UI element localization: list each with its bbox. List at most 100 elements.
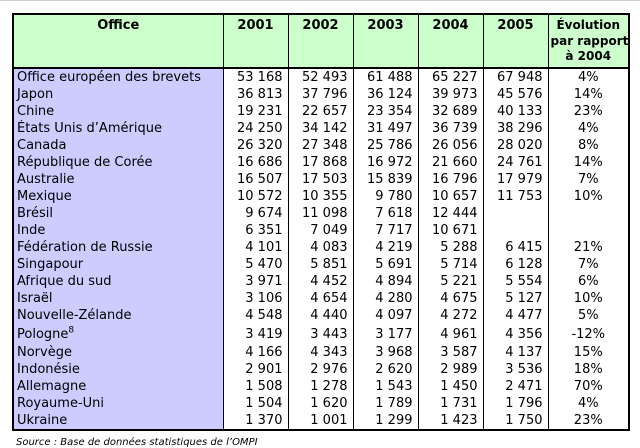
office-name-cell: Chine	[12, 103, 224, 120]
year-value-cell: 39 973	[417, 86, 484, 103]
offices-table: Office 2001 2002 2003 2004 2005 Évolutio…	[12, 13, 630, 431]
year-value-cell: 5 127	[482, 290, 549, 307]
table-row: Royaume-Uni 1 504 1 620 1 789 1 731 1 796 4%	[12, 395, 630, 412]
office-name-cell: Japon	[12, 86, 224, 103]
year-value-cell: 4 440	[287, 307, 354, 324]
year-value-cell: 4 280	[352, 290, 419, 307]
office-name-cell: Inde	[12, 222, 224, 239]
evolution-value-cell: 70%	[547, 378, 630, 395]
year-value-cell: 4 219	[352, 239, 419, 256]
office-name-cell: Mexique	[12, 188, 224, 205]
year-value-cell: 2 976	[287, 361, 354, 378]
table-row: Nouvelle-Zélande 4 548 4 440 4 097 4 272 4 47…	[12, 307, 630, 324]
year-value-cell: 3 177	[352, 324, 419, 344]
footnote-marker: 8	[68, 325, 75, 336]
evolution-value-cell: 5%	[547, 307, 630, 324]
year-value-cell: 17 979	[482, 171, 549, 188]
evolution-value-cell: 23%	[547, 412, 630, 430]
office-name-cell: Brésil	[12, 205, 224, 222]
year-value-cell: 4 477	[482, 307, 549, 324]
year-value-cell: 1 731	[417, 395, 484, 412]
year-value-cell: 3 587	[417, 344, 484, 361]
year-value-cell: 38 296	[482, 120, 549, 137]
evolution-value-cell: 4%	[547, 120, 630, 137]
year-value-cell: 11 098	[287, 205, 354, 222]
table-row: Ukraine 1 370 1 001 1 299 1 423 1 750 23%	[12, 412, 630, 430]
year-value-cell: 17 868	[287, 154, 354, 171]
year-value-cell: 4 654	[287, 290, 354, 307]
evolution-value-cell: 14%	[547, 86, 630, 103]
office-name-cell: Pologne8	[12, 324, 224, 344]
evolution-header-line3: à 2004	[565, 49, 612, 64]
year-value-cell: 40 133	[482, 103, 549, 120]
office-name-cell: Israël	[12, 290, 224, 307]
year-value-cell: 36 124	[352, 86, 419, 103]
year-value-cell: 12 444	[417, 205, 484, 222]
table-row: Inde 6 351 7 049 7 717 10 671	[12, 222, 630, 239]
year-value-cell: 27 348	[287, 137, 354, 154]
office-name-cell: Indonésie	[12, 361, 224, 378]
year-value-cell: 6 351	[222, 222, 289, 239]
evolution-value-cell: 23%	[547, 103, 630, 120]
year-value-cell: 32 689	[417, 103, 484, 120]
year-value-cell: 10 671	[417, 222, 484, 239]
office-name-cell: République de Corée	[12, 154, 224, 171]
evolution-value-cell: 21%	[547, 239, 630, 256]
evolution-value-cell: 10%	[547, 290, 630, 307]
year-value-cell: 53 168	[222, 68, 289, 86]
evolution-value-cell: 14%	[547, 154, 630, 171]
year-value-cell: 21 660	[417, 154, 484, 171]
evolution-value-cell: 6%	[547, 273, 630, 290]
year-value-cell: 17 503	[287, 171, 354, 188]
year-value-cell: 26 056	[417, 137, 484, 154]
year-value-cell: 3 419	[222, 324, 289, 344]
year-value-cell: 10 572	[222, 188, 289, 205]
table-row: Norvège 4 166 4 343 3 968 3 587 4 137 15%	[12, 344, 630, 361]
year-value-cell: 4 166	[222, 344, 289, 361]
table-row: Indonésie 2 901 2 976 2 620 2 989 3 536 18%	[12, 361, 630, 378]
year-value-cell: 16 796	[417, 171, 484, 188]
office-name-cell: États Unis d’Amérique	[12, 120, 224, 137]
year-value-cell: 19 231	[222, 103, 289, 120]
year-value-cell: 1 278	[287, 378, 354, 395]
year-value-cell: 4 097	[352, 307, 419, 324]
evolution-value-cell: 4%	[547, 68, 630, 86]
year-value-cell	[482, 205, 549, 222]
year-value-cell: 4 137	[482, 344, 549, 361]
year-value-cell: 4 101	[222, 239, 289, 256]
evolution-value-cell: 18%	[547, 361, 630, 378]
year-value-cell: 1 423	[417, 412, 484, 430]
year-value-cell: 36 739	[417, 120, 484, 137]
year-value-cell: 4 961	[417, 324, 484, 344]
year-value-cell: 22 657	[287, 103, 354, 120]
year-value-cell: 1 299	[352, 412, 419, 430]
year-value-cell: 7 717	[352, 222, 419, 239]
table-row: Australie 16 507 17 503 15 839 16 796 17 979 7…	[12, 171, 630, 188]
year-value-cell: 7 618	[352, 205, 419, 222]
table-row: Mexique 10 572 10 355 9 780 10 657 11 753 10%	[12, 188, 630, 205]
year-value-cell: 3 106	[222, 290, 289, 307]
column-header-2001: 2001	[222, 13, 289, 69]
year-value-cell: 5 851	[287, 256, 354, 273]
year-value-cell: 3 968	[352, 344, 419, 361]
year-value-cell: 4 356	[482, 324, 549, 344]
table-row: Allemagne 1 508 1 278 1 543 1 450 2 471 70%	[12, 378, 630, 395]
year-value-cell: 24 761	[482, 154, 549, 171]
evolution-value-cell	[547, 222, 630, 239]
year-value-cell: 4 452	[287, 273, 354, 290]
office-name-cell: Norvège	[12, 344, 224, 361]
year-value-cell: 16 686	[222, 154, 289, 171]
office-name-cell: Royaume-Uni	[12, 395, 224, 412]
office-name-cell: Ukraine	[12, 412, 224, 430]
year-value-cell: 65 227	[417, 68, 484, 86]
evolution-value-cell: 7%	[547, 256, 630, 273]
evolution-header-line1: Évolution	[556, 18, 621, 32]
year-value-cell: 24 250	[222, 120, 289, 137]
office-name-cell: Fédération de Russie	[12, 239, 224, 256]
table-row: République de Corée 16 686 17 868 16 972 21 …	[12, 154, 630, 171]
table-row: Canada 26 320 27 348 25 786 26 056 28 020 8%	[12, 137, 630, 154]
year-value-cell: 5 288	[417, 239, 484, 256]
year-value-cell: 2 989	[417, 361, 484, 378]
year-value-cell: 6 128	[482, 256, 549, 273]
column-header-office: Office	[12, 13, 224, 69]
